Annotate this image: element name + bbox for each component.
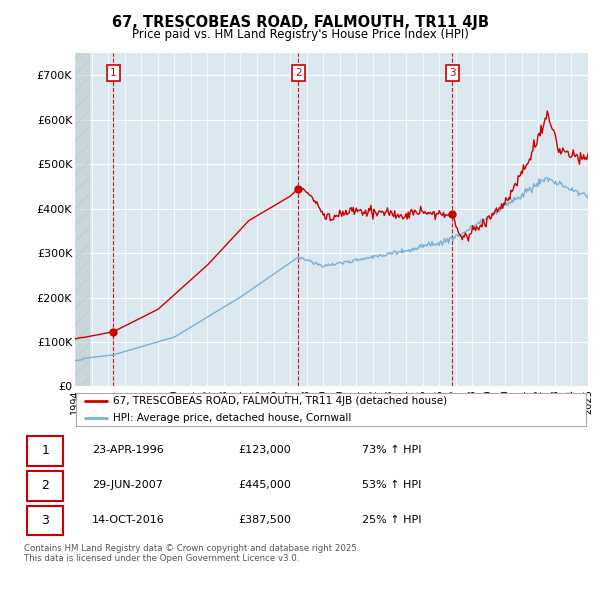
Text: 14-OCT-2016: 14-OCT-2016 [92,515,164,525]
FancyBboxPatch shape [27,506,64,536]
Text: 29-JUN-2007: 29-JUN-2007 [92,480,163,490]
Text: 53% ↑ HPI: 53% ↑ HPI [362,480,422,490]
Text: 67, TRESCOBEAS ROAD, FALMOUTH, TR11 4JB (detached house): 67, TRESCOBEAS ROAD, FALMOUTH, TR11 4JB … [113,396,448,406]
Text: £387,500: £387,500 [238,515,291,525]
Text: £123,000: £123,000 [238,445,291,455]
Text: 1: 1 [41,444,49,457]
Text: 67, TRESCOBEAS ROAD, FALMOUTH, TR11 4JB: 67, TRESCOBEAS ROAD, FALMOUTH, TR11 4JB [112,15,488,30]
Text: 3: 3 [449,68,455,78]
Text: Contains HM Land Registry data © Crown copyright and database right 2025.
This d: Contains HM Land Registry data © Crown c… [24,544,359,563]
Text: HPI: Average price, detached house, Cornwall: HPI: Average price, detached house, Corn… [113,413,352,423]
Text: Price paid vs. HM Land Registry's House Price Index (HPI): Price paid vs. HM Land Registry's House … [131,28,469,41]
Text: 3: 3 [41,514,49,527]
Text: 2: 2 [295,68,302,78]
FancyBboxPatch shape [76,392,586,427]
Text: 2: 2 [41,478,49,492]
FancyBboxPatch shape [27,436,64,466]
Text: £445,000: £445,000 [238,480,291,490]
Text: 23-APR-1996: 23-APR-1996 [92,445,163,455]
Text: 25% ↑ HPI: 25% ↑ HPI [362,515,422,525]
Bar [75,53,90,386]
FancyBboxPatch shape [27,471,64,500]
Text: 73% ↑ HPI: 73% ↑ HPI [362,445,422,455]
Text: 1: 1 [110,68,116,78]
